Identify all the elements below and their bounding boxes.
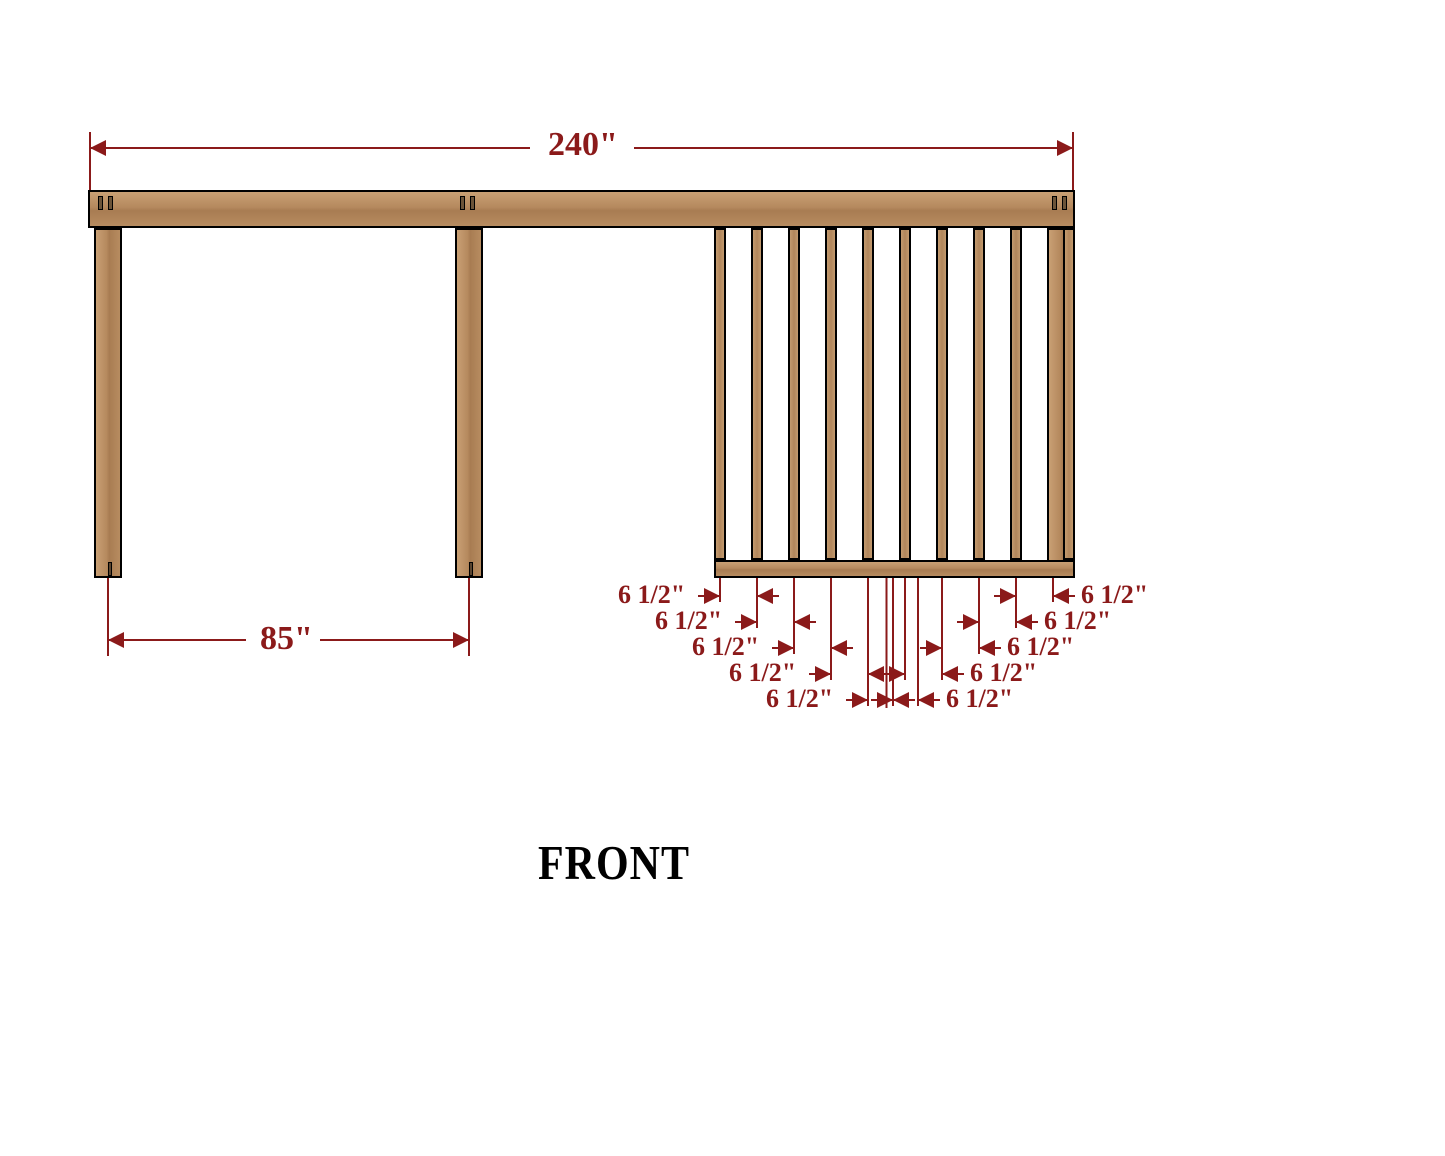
- top-beam: [88, 190, 1075, 228]
- slat: [751, 228, 763, 560]
- dim-slat-spacing: 6 1/2": [766, 686, 833, 712]
- dim-opening-label: 85": [260, 622, 313, 656]
- slat: [899, 228, 911, 560]
- slat: [936, 228, 948, 560]
- dimension-lines: [0, 0, 1445, 1156]
- slat: [714, 228, 726, 560]
- dim-overall-label: 240": [548, 128, 618, 162]
- dim-slat-spacing: 6 1/2": [1007, 634, 1074, 660]
- slat: [973, 228, 985, 560]
- slat: [1063, 228, 1075, 560]
- view-title: FRONT: [538, 836, 690, 891]
- dim-slat-spacing: 6 1/2": [946, 686, 1013, 712]
- post-left: [94, 228, 122, 578]
- panel-bottom-rail: [714, 560, 1075, 578]
- dim-slat-spacing: 6 1/2": [655, 608, 722, 634]
- post-middle: [455, 228, 483, 578]
- dim-slat-spacing: 6 1/2": [618, 582, 685, 608]
- dim-slat-spacing: 6 1/2": [1081, 582, 1148, 608]
- slat: [862, 228, 874, 560]
- dim-slat-spacing: 6 1/2": [729, 660, 796, 686]
- dim-slat-spacing: 6 1/2": [692, 634, 759, 660]
- slat: [788, 228, 800, 560]
- dim-slat-spacing: 6 1/2": [970, 660, 1037, 686]
- dim-slat-spacing: 6 1/2": [1044, 608, 1111, 634]
- slat: [1010, 228, 1022, 560]
- slat: [825, 228, 837, 560]
- drawing-canvas: 240" 85" 6 1/2"6 1/2"6 1/2"6 1/2"6 1/2"6…: [0, 0, 1445, 1156]
